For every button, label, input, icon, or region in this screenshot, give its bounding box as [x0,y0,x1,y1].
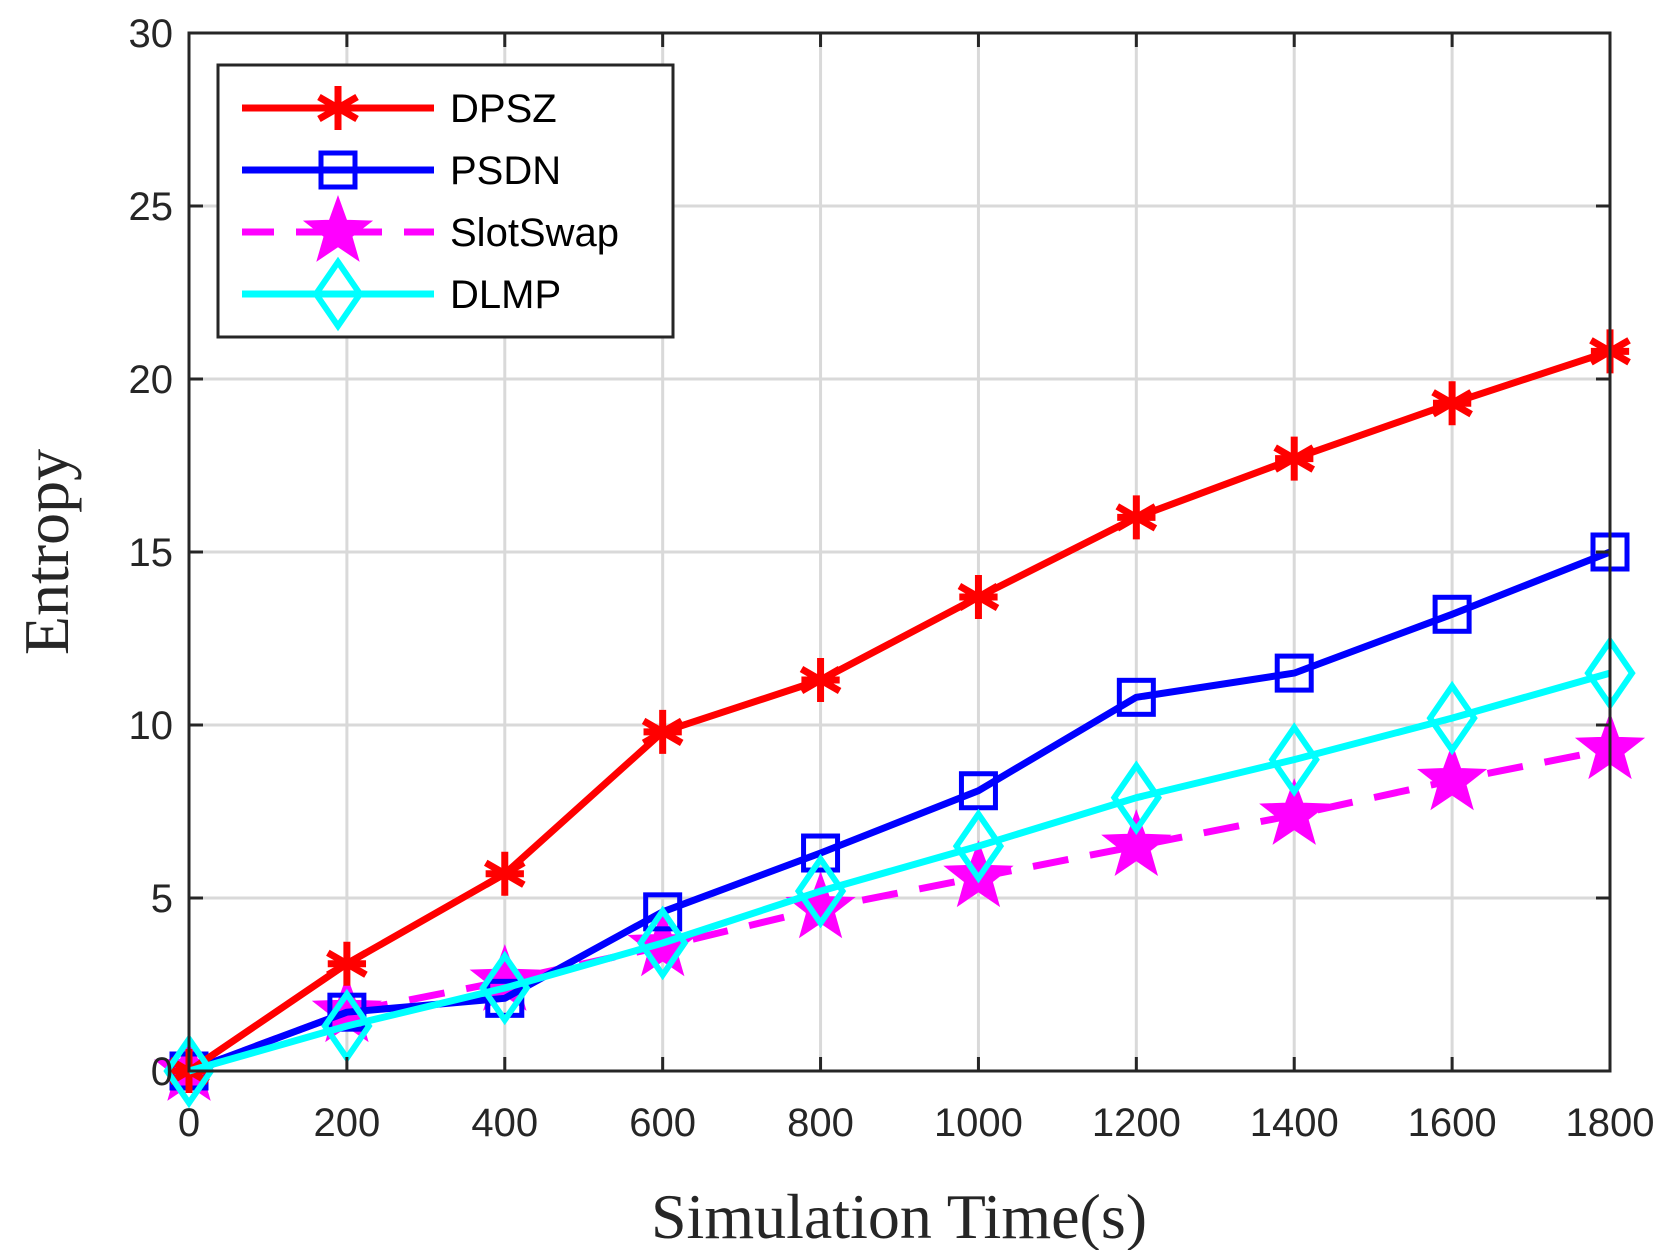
data-point-asterisk [1273,436,1316,481]
data-point-star [1259,778,1330,845]
y-tick-label: 10 [129,704,174,748]
legend: DPSZ PSDN SlotSwap DLMP [216,63,675,339]
legend-label: DPSZ [450,87,557,131]
legend-marker-star [302,195,374,262]
data-point-asterisk [1115,495,1158,540]
data-point-asterisk [483,851,526,896]
data-point-diamond [1268,722,1320,797]
series-slotswap [153,712,1646,1101]
series-line [188,669,1611,1075]
legend-item-psdn: PSDN [242,149,561,193]
legend-label: SlotSwap [450,211,619,255]
series-dpsz [168,329,1631,1093]
data-point-star [1417,743,1488,811]
legend-marker-diamond [312,256,364,332]
y-tick-label: 0 [151,1050,173,1094]
x-tick-label: 200 [314,1101,381,1145]
series-psdn [169,532,1630,1091]
x-axis-title: Simulation Time(s) [651,1181,1147,1250]
data-point-square [801,833,841,873]
data-point-diamond [952,808,1005,884]
legend-label: DLMP [450,273,561,317]
legend-marker-square [318,150,358,190]
legend-item-slotswap: SlotSwap [242,195,619,262]
data-point-square [1274,653,1314,693]
y-axis-title: Entropy [11,449,82,655]
legend-item-dpsz: DPSZ [242,86,557,131]
series-line [187,548,1612,1075]
series-line [187,347,1612,1074]
data-point-diamond [794,853,847,929]
series-dlmp [163,635,1636,1109]
x-tick-label: 400 [471,1101,538,1145]
y-tick-label: 15 [129,531,174,575]
x-tick-label: 0 [178,1101,200,1145]
legend-item-dlmp: DLMP [242,256,561,332]
y-tick-label: 5 [151,877,173,921]
y-tick-label: 25 [129,185,174,229]
y-tick-label: 30 [129,12,174,56]
data-point-square [958,771,998,811]
data-point-square [1432,594,1472,634]
x-tick-label: 800 [787,1101,854,1145]
data-point-diamond [1426,680,1478,756]
data-point-diamond [163,1033,215,1109]
legend-marker-asterisk [317,86,359,130]
y-tick-label: 20 [129,358,174,402]
data-point-asterisk [326,941,368,986]
x-tick-label: 1000 [934,1101,1023,1145]
series-layer [153,329,1646,1109]
series-line [187,745,1611,1075]
data-point-asterisk [799,658,842,703]
legend-label: PSDN [450,149,561,193]
data-point-diamond [637,905,689,981]
tick-labels: 0 200 400 600 800 1000 1200 1400 1600 1800 0 5 10 15 2… [129,12,1655,1145]
data-point-diamond [479,950,531,1026]
data-point-asterisk [641,709,684,754]
x-tick-label: 1200 [1092,1101,1181,1145]
axis-ticks [187,31,1612,1073]
x-tick-label: 600 [629,1101,696,1145]
data-point-square [1116,677,1156,717]
x-tick-label: 1400 [1250,1101,1339,1145]
data-point-square [643,892,683,932]
data-point-diamond [1110,760,1162,835]
data-point-star [1101,809,1172,876]
data-point-asterisk [1431,381,1473,426]
x-tick-label: 1800 [1566,1101,1655,1145]
x-tick-label: 1600 [1408,1101,1497,1145]
data-point-asterisk [957,574,1000,619]
